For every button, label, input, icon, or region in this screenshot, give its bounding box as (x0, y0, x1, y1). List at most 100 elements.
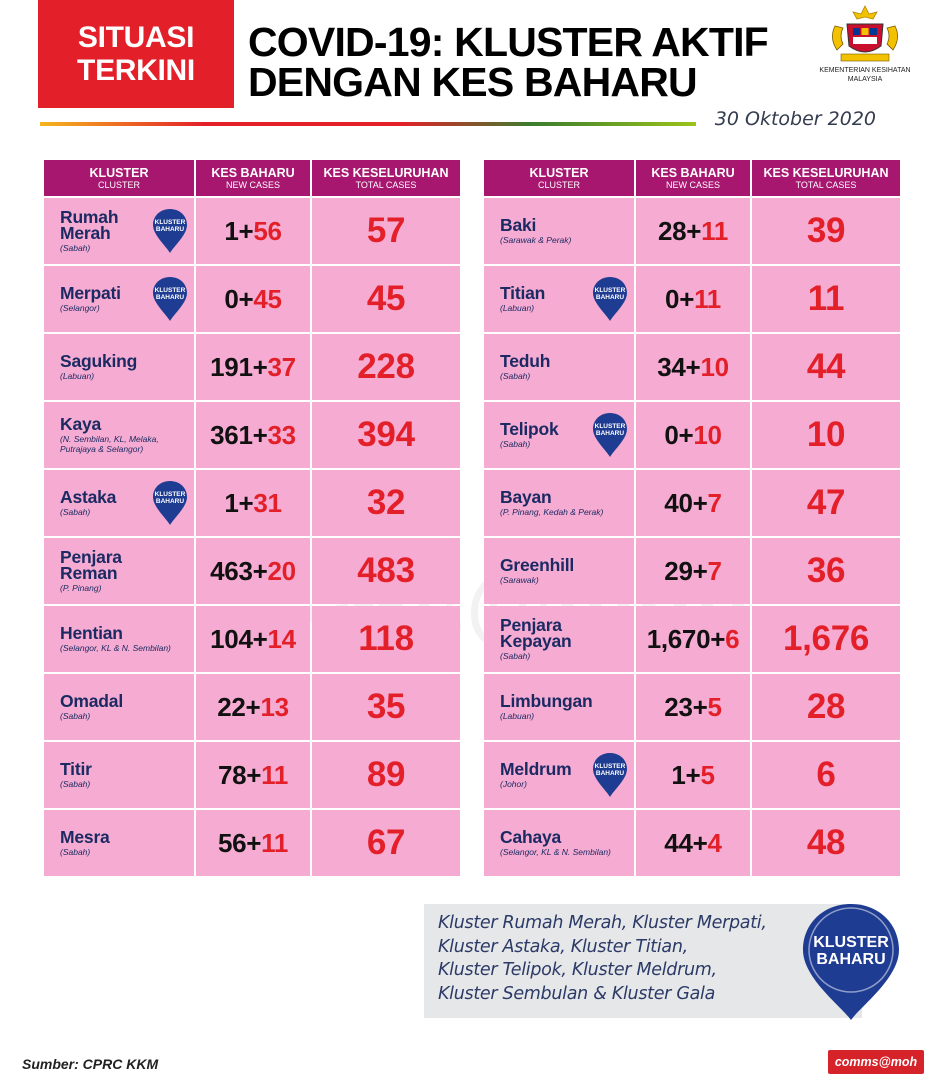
new-cases: 20 (267, 555, 297, 586)
cluster-table-right: KLUSTER CLUSTER KES BAHARU NEW CASES KES… (484, 160, 900, 878)
total-cases-cell: 57 (312, 198, 460, 264)
previous-cases: 191+ (210, 351, 268, 382)
new-cases: 45 (253, 283, 282, 314)
cluster-location: (Selangor, KL & N. Sembilan) (500, 847, 611, 857)
total-cases-cell: 44 (752, 334, 900, 400)
new-cases: 14 (267, 623, 297, 654)
cluster-cell: Kaya (N. Sembilan, KL, Melaka, Putrajaya … (44, 402, 194, 468)
total-cases-cell: 1,676 (752, 606, 900, 672)
new-cases-cell: 104+ 14 (196, 606, 310, 672)
cluster-location: (N. Sembilan, KL, Melaka, Putrajaya & Se… (60, 434, 159, 454)
previous-cases: 34+ (657, 351, 701, 382)
new-cases-cell: 361+ 33 (196, 402, 310, 468)
header-total-cases: KES KESELURUHAN TOTAL CASES (752, 160, 900, 196)
cluster-location: (Labuan) (500, 711, 535, 721)
cluster-cell: Greenhill (Sarawak) (484, 538, 634, 604)
header-new-cases-sub: NEW CASES (665, 179, 720, 190)
note-line-3: Kluster Telipok, Kluster Meldrum, (438, 960, 717, 980)
new-cases-cell: 23+ 5 (636, 674, 750, 740)
cluster-location: (Labuan) (500, 303, 535, 313)
cluster-location: (Sarawak) (500, 575, 539, 585)
total-cases-cell: 35 (312, 674, 460, 740)
previous-cases: 22+ (217, 691, 261, 722)
total-cases-cell: 483 (312, 538, 460, 604)
total-cases-cell: 67 (312, 810, 460, 876)
new-cases: 33 (267, 419, 297, 450)
total-cases-cell: 118 (312, 606, 460, 672)
cluster-location: (Sabah) (500, 439, 531, 449)
new-cases-cell: 191+ 37 (196, 334, 310, 400)
pin-label-line-1: KLUSTER (595, 287, 626, 294)
previous-cases: 463+ (210, 555, 268, 586)
table-body: Rumah Merah (Sabah) KLUSTER BAHARU 1+ 56 57 Merp… (44, 198, 460, 876)
total-cases-cell: 28 (752, 674, 900, 740)
situasi-terkini-badge: SITUASI TERKINI (38, 0, 234, 108)
new-cases: 56 (253, 215, 282, 246)
cluster-name: Astaka (60, 487, 117, 507)
cluster-location: (Sabah) (60, 779, 91, 789)
cluster-location: (Sabah) (60, 711, 91, 721)
new-cases-cell: 28+ 11 (636, 198, 750, 264)
pin-label-line-2: BAHARU (156, 294, 184, 301)
table-row: Saguking (Labuan) 191+ 37 228 (44, 334, 460, 400)
table-row: Hentian (Selangor, KL & N. Sembilan) 104+ 1… (44, 606, 460, 672)
new-cases: 11 (261, 759, 289, 790)
new-cases: 5 (700, 759, 715, 790)
new-cases: 6 (725, 623, 740, 654)
new-cases: 7 (707, 555, 722, 586)
previous-cases: 40+ (664, 487, 708, 518)
header-cluster-label: KLUSTER (529, 165, 589, 180)
comms-moh-tag: comms@moh (828, 1050, 924, 1074)
header-cluster: KLUSTER CLUSTER (44, 160, 194, 196)
badge-line-1: SITUASI (77, 21, 195, 54)
total-cases-cell: 10 (752, 402, 900, 468)
header-total-cases-sub: TOTAL CASES (355, 179, 417, 190)
pin-label-line-2: BAHARU (156, 498, 184, 505)
cluster-name: Telipok (500, 419, 559, 439)
new-cases-cell: 1+ 56 (196, 198, 310, 264)
header-new-cases-label: KES BAHARU (651, 165, 735, 180)
new-cases: 4 (707, 827, 722, 858)
header-new-cases-label: KES BAHARU (211, 165, 295, 180)
cluster-name: Penjara (500, 615, 562, 635)
header-new-cases: KES BAHARU NEW CASES (196, 160, 310, 196)
cluster-name: Hentian (60, 623, 123, 643)
header-total-cases-sub: TOTAL CASES (795, 179, 857, 190)
cluster-cell: Merpati (Selangor) KLUSTER BAHARU (44, 266, 194, 332)
cluster-location: (Sabah) (500, 651, 531, 661)
cluster-location: (Sabah) (60, 847, 91, 857)
pin-label-line-1: KLUSTER (155, 491, 186, 498)
table-row: Mesra (Sabah) 56+ 11 67 (44, 810, 460, 876)
badge-line-2: TERKINI (77, 54, 195, 87)
table-row: Greenhill (Sarawak) 29+ 7 36 (484, 538, 900, 604)
cluster-location: (Selangor, KL & N. Sembilan) (60, 643, 171, 653)
header-cluster-label: KLUSTER (89, 165, 149, 180)
table-row: Rumah Merah (Sabah) KLUSTER BAHARU 1+ 56 57 (44, 198, 460, 264)
total-cases-cell: 6 (752, 742, 900, 808)
previous-cases: 104+ (210, 623, 268, 654)
total-cases-cell: 89 (312, 742, 460, 808)
cluster-name: Meldrum (500, 759, 572, 779)
table-header: KLUSTER CLUSTER KES BAHARU NEW CASES KES… (44, 160, 460, 196)
note-line-4: Kluster Sembulan & Kluster Gala (438, 983, 716, 1004)
new-cases: 13 (260, 691, 289, 722)
table-row: Bayan (P. Pinang, Kedah & Perak) 40+ 7 47 (484, 470, 900, 536)
cluster-name: Penjara (60, 547, 122, 567)
cluster-location: (Sabah) (500, 371, 531, 381)
new-cases-cell: 29+ 7 (636, 538, 750, 604)
pin-label-line-1: KLUSTER (155, 287, 186, 294)
cluster-cell: Telipok (Sabah) KLUSTER BAHARU (484, 402, 634, 468)
note-line-2: Kluster Astaka, Kluster Titian, (438, 936, 688, 957)
total-cases-cell: 11 (752, 266, 900, 332)
cluster-name: Merpati (60, 283, 121, 303)
header-cluster: KLUSTER CLUSTER (484, 160, 634, 196)
cluster-location: (P. Pinang, Kedah & Perak) (500, 507, 604, 517)
cluster-cell: Teduh (Sabah) (484, 334, 634, 400)
previous-cases: 1+ (224, 215, 254, 246)
table-row: Baki (Sarawak & Perak) 28+ 11 39 (484, 198, 900, 264)
total-cases-cell: 394 (312, 402, 460, 468)
ministry-logo: KEMENTERIAN KESIHATAN MALAYSIA (812, 4, 918, 84)
